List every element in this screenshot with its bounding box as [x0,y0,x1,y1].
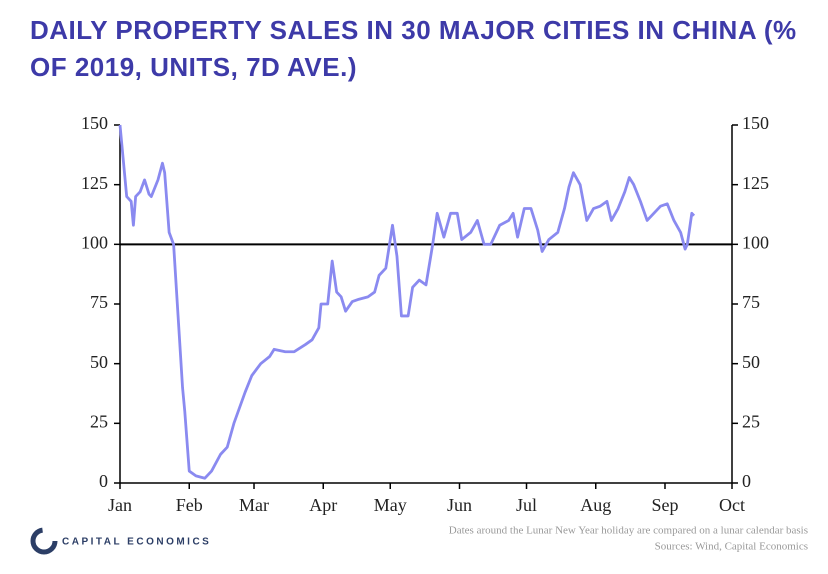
x-tick-label: Oct [719,495,745,515]
x-tick-label: Aug [580,495,611,515]
source: Sources: Wind, Capital Economics [655,541,808,553]
y-tick-label: 125 [81,173,108,193]
y2-tick-label: 100 [742,232,769,252]
brand: CAPITAL ECONOMICS [62,537,211,548]
y-tick-label: 75 [90,292,108,312]
x-tick-label: Mar [239,495,269,515]
x-tick-label: Apr [309,495,337,515]
y2-tick-label: 75 [742,292,760,312]
chart-title: DAILY PROPERTY SALES IN 30 MAJOR CITIES … [30,15,797,82]
logo-icon [30,527,58,555]
y-tick-label: 0 [99,471,108,491]
x-tick-label: Sep [651,495,678,515]
logo: CAPITAL ECONOMICS [30,527,211,555]
x-tick-label: Jul [516,495,537,515]
y-tick-label: 100 [81,232,108,252]
y2-tick-label: 0 [742,471,751,491]
x-tick-label: Feb [176,495,203,515]
footnote: Dates around the Lunar New Year holiday … [449,525,808,537]
y2-tick-label: 150 [742,113,769,133]
x-tick-label: May [374,495,407,515]
x-tick-label: Jan [108,495,132,515]
y-tick-label: 50 [90,352,108,372]
y2-tick-label: 25 [742,411,760,431]
y2-tick-label: 125 [742,173,769,193]
data-line [118,124,696,480]
y-tick-label: 25 [90,411,108,431]
x-tick-label: Jun [447,495,472,515]
y-tick-label: 150 [81,113,108,133]
y2-tick-label: 50 [742,352,760,372]
